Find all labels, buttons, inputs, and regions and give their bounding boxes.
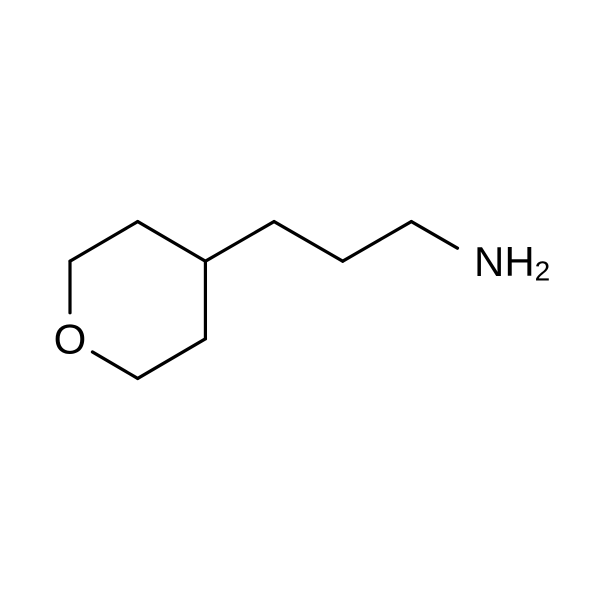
bond <box>138 222 206 262</box>
bond <box>138 339 206 379</box>
bond <box>274 222 343 262</box>
bond <box>205 222 274 262</box>
bond <box>92 352 137 378</box>
molecule-diagram: O NH2 <box>0 0 600 600</box>
bond <box>70 222 138 262</box>
bond <box>411 222 457 249</box>
atom-label-amine: NH2 <box>474 238 550 286</box>
bond <box>343 222 412 262</box>
atom-label-oxygen: O <box>54 315 87 362</box>
